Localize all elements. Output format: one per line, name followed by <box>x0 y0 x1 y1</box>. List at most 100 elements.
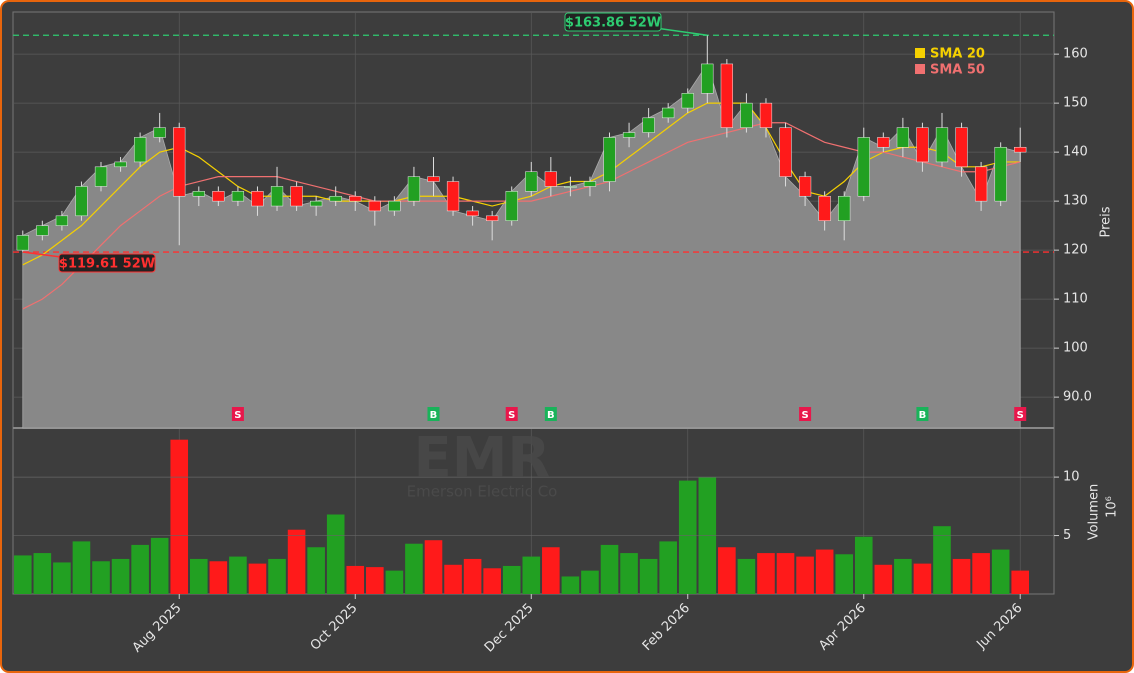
candle-body <box>251 191 264 207</box>
candle-body <box>192 191 205 197</box>
signal-label: S <box>508 410 515 421</box>
volume-bar <box>346 565 365 594</box>
candle-body <box>740 102 753 128</box>
volume-bar <box>874 564 893 594</box>
candle-body <box>877 137 890 148</box>
volume-bar <box>444 564 462 594</box>
signal-marker <box>544 407 557 421</box>
volume-bar <box>678 480 697 594</box>
candle-body <box>486 215 499 221</box>
volume-bar <box>991 549 1010 594</box>
candle-body <box>994 146 1007 202</box>
candle-body <box>681 93 694 109</box>
candle-body <box>564 186 577 188</box>
candle-body <box>427 176 440 182</box>
candle-body <box>818 195 831 221</box>
volume-bar <box>307 547 325 594</box>
candle-body <box>544 171 557 187</box>
signal-label: B <box>430 410 438 421</box>
y-tick-label: 110 <box>1063 292 1088 307</box>
candle-body <box>75 186 88 217</box>
candle-body <box>1014 146 1027 153</box>
candle-body <box>407 176 421 202</box>
volume-bar <box>150 537 169 594</box>
layer: forexsignale.trade90.0100110120130140150… <box>13 12 1120 656</box>
candle-body <box>603 137 616 182</box>
candle-body <box>662 107 675 119</box>
legend-swatch <box>915 48 925 58</box>
volume-bar <box>757 553 775 594</box>
candle-body <box>622 132 636 138</box>
candle-body <box>173 127 186 197</box>
y-tick-label: 100 <box>1063 341 1088 356</box>
volume-bar <box>542 547 560 594</box>
volume-bar <box>972 553 990 594</box>
signal-label: S <box>801 410 808 421</box>
signal-label: B <box>547 410 555 421</box>
candle-body <box>368 200 381 212</box>
signal-marker <box>231 407 244 421</box>
volume-bar <box>268 558 286 594</box>
y-tick-label: 150 <box>1063 96 1088 111</box>
level-label: $119.61 52W <box>59 257 155 272</box>
candle-body <box>16 235 29 251</box>
sma-line <box>22 122 1021 310</box>
signal-marker <box>505 407 518 421</box>
volume-bar <box>229 556 247 594</box>
volume-bar <box>1011 570 1030 594</box>
volume-bar <box>424 540 443 594</box>
volume-bar <box>405 543 423 594</box>
signal-marker <box>799 407 812 421</box>
y-tick-label: 140 <box>1063 145 1088 160</box>
legend-label: SMA 50 <box>930 63 985 78</box>
volume-bar <box>854 536 873 594</box>
legend-label: SMA 20 <box>930 47 985 62</box>
candle-body <box>935 127 949 163</box>
y-tick-label: 10 <box>1063 470 1080 485</box>
level-label: $163.86 52W <box>565 16 661 31</box>
volume-bar <box>620 553 638 594</box>
candle-body <box>759 102 773 128</box>
y-tick-label: 160 <box>1063 47 1088 62</box>
candle-body <box>583 181 597 187</box>
volume-bar <box>561 576 580 594</box>
volume-bar <box>952 558 971 594</box>
volume-bar <box>53 562 71 594</box>
volume-bar <box>894 558 912 594</box>
volume-bar <box>913 563 932 594</box>
candle-body <box>955 127 968 168</box>
volume-bar <box>72 541 91 594</box>
candle-body <box>36 225 49 236</box>
y-axis-unit: 10⁶ <box>1105 496 1120 518</box>
volume-bar <box>718 547 736 594</box>
volume-bar <box>287 529 306 594</box>
signal-marker <box>916 407 929 421</box>
candle-body <box>290 186 303 207</box>
volume-bar <box>776 553 795 594</box>
signal-marker <box>427 407 440 421</box>
volume-bar <box>737 558 756 594</box>
y-axis-label: Preis <box>1099 206 1114 237</box>
sma-line <box>22 102 1021 266</box>
volume-bar <box>659 541 677 594</box>
volume-bar <box>796 556 814 594</box>
candle-body <box>388 200 401 212</box>
candle-body <box>329 195 342 202</box>
candle-body <box>838 195 851 221</box>
volume-bar <box>639 558 658 594</box>
candle-body <box>55 215 69 226</box>
volume-bar <box>92 561 110 594</box>
volume-bar <box>483 568 501 594</box>
signal-marker <box>1014 407 1027 421</box>
candle-body <box>212 191 225 202</box>
y-tick-label: 5 <box>1063 528 1071 543</box>
y-tick-label: 90.0 <box>1063 390 1092 405</box>
signal-label: B <box>919 410 927 421</box>
candle-body <box>270 186 284 207</box>
volume-bar <box>522 556 541 594</box>
volume-bar <box>209 561 228 594</box>
candle-body <box>916 127 929 163</box>
volume-bar <box>366 567 384 594</box>
candle-body <box>798 176 812 197</box>
legend-swatch <box>915 64 925 74</box>
